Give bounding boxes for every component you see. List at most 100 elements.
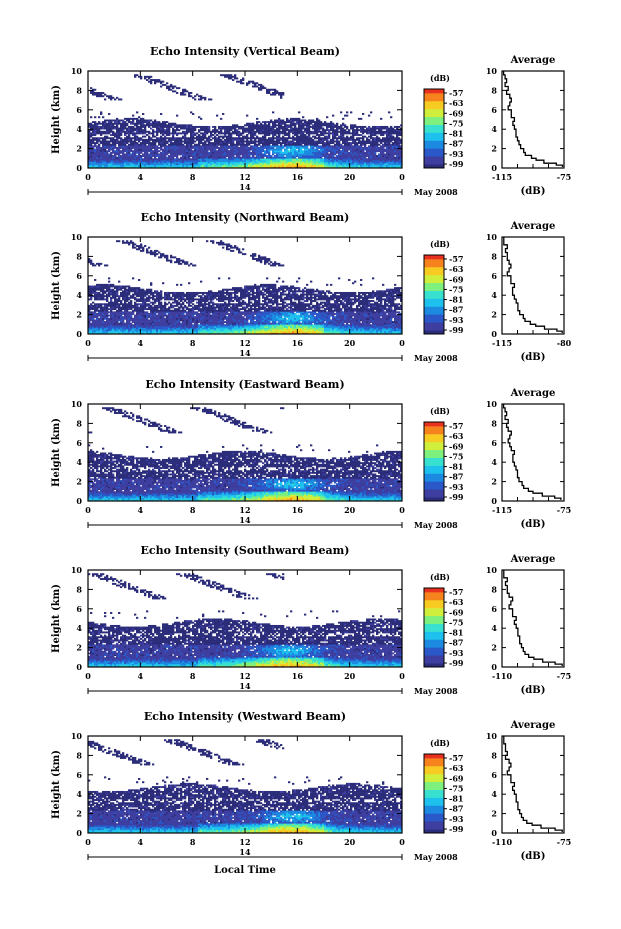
colorbar-tick-label: -99 [449, 658, 464, 668]
x-tick-label: 16 [292, 172, 304, 182]
average-x-tick-label: -110 [492, 837, 512, 847]
colorbar-tick-label: -81 [449, 295, 463, 305]
colorbar-tick-label: -81 [449, 628, 463, 638]
y-tick-label: 0 [76, 662, 82, 672]
y-tick-label: 8 [76, 418, 82, 428]
average-y-tick-label: 6 [491, 105, 497, 115]
colorbar-tick-label: -75 [449, 284, 463, 294]
x-tick-label: 12 [239, 505, 250, 515]
panel-title: Echo Intensity (Southward Beam) [141, 544, 350, 557]
y-axis-label: Height (km) [51, 251, 62, 320]
average-y-tick-label: 4 [491, 457, 497, 467]
average-y-tick-label: 4 [491, 623, 497, 633]
panel-title: Echo Intensity (Northward Beam) [141, 211, 350, 224]
colorbar-tick-label: -87 [449, 305, 463, 315]
y-tick-label: 6 [76, 604, 82, 614]
panel-3: Echo Intensity (Eastward Beam) 0 2 4 6 8 10 Hei… [51, 378, 571, 530]
average-profile-line [503, 736, 563, 832]
panel-title: Echo Intensity (Eastward Beam) [145, 378, 344, 391]
colorbar: -57-63-69-75-81-87-93-99 [423, 421, 464, 502]
average-y-tick-label: 0 [491, 329, 497, 339]
y-tick-label: 10 [71, 731, 83, 741]
average-y-tick-label: 2 [491, 809, 497, 819]
y-tick-label: 6 [76, 438, 82, 448]
x-tick-label: 12 [239, 837, 250, 847]
y-tick-label: 0 [76, 329, 82, 339]
average-x-tick-label: -75 [557, 837, 571, 847]
echo-heatmap [88, 739, 402, 833]
date-label: 14 [239, 182, 251, 192]
colorbar-tick-label: -87 [449, 804, 463, 814]
average-x-axis-label: (dB) [521, 685, 546, 696]
colorbar-tick-label: -75 [449, 783, 463, 793]
month-label: May 2008 [414, 187, 458, 197]
month-label: May 2008 [414, 852, 458, 862]
x-tick-label: 4 [138, 172, 144, 182]
colorbar-title: (dB) [430, 572, 450, 582]
colorbar-title: (dB) [430, 239, 450, 249]
colorbar-tick-label: -75 [449, 451, 463, 461]
colorbar-tick-label: -81 [449, 462, 463, 472]
y-tick-label: 10 [71, 232, 83, 242]
y-axis-label: Height (km) [51, 750, 62, 819]
x-tick-label: 8 [190, 172, 196, 182]
y-tick-label: 8 [76, 85, 82, 95]
average-y-tick-label: 4 [491, 290, 497, 300]
colorbar-tick-label: -57 [449, 753, 463, 763]
x-tick-label: 0 [399, 172, 405, 182]
average-x-axis-label: (dB) [521, 519, 546, 530]
colorbar-tick-label: -93 [449, 482, 464, 492]
date-label: 14 [239, 681, 251, 691]
y-tick-label: 2 [76, 144, 82, 154]
colorbar-tick-label: -69 [449, 108, 464, 118]
x-tick-label: 8 [190, 505, 196, 515]
colorbar-tick-label: -75 [449, 118, 463, 128]
colorbar-tick-label: -63 [449, 98, 464, 108]
average-profile: Average 0 2 4 6 8 10 -115 -75 (dB) [486, 388, 571, 530]
month-label: May 2008 [414, 353, 458, 363]
average-x-tick-label: -75 [557, 505, 571, 515]
average-title: Average [510, 221, 556, 232]
panel-5: Echo Intensity (Westward Beam) 0 2 4 6 8 10 Hei… [51, 710, 571, 876]
average-profile-line [503, 570, 563, 666]
colorbar-tick-label: -93 [449, 149, 464, 159]
average-y-tick-label: 10 [486, 399, 498, 409]
y-tick-label: 6 [76, 271, 82, 281]
average-profile: Average 0 2 4 6 8 10 -115 -75 (dB) [486, 55, 571, 197]
average-y-tick-label: 6 [491, 271, 497, 281]
average-y-tick-label: 10 [486, 232, 498, 242]
average-frame [501, 403, 565, 502]
y-tick-label: 0 [76, 496, 82, 506]
x-tick-label: 4 [138, 671, 144, 681]
average-y-tick-label: 8 [491, 584, 497, 594]
x-tick-label: 0 [399, 338, 405, 348]
x-tick-label: 12 [239, 172, 250, 182]
average-x-tick-label: -115 [492, 505, 512, 515]
colorbar-tick-label: -87 [449, 139, 463, 149]
y-tick-label: 4 [76, 623, 82, 633]
x-tick-label: 16 [292, 671, 304, 681]
average-y-tick-label: 8 [491, 85, 497, 95]
colorbar-title: (dB) [430, 406, 450, 416]
date-label: 14 [239, 348, 251, 358]
colorbar-tick-label: -81 [449, 794, 463, 804]
panel-title: Echo Intensity (Westward Beam) [144, 710, 346, 723]
x-tick-label: 8 [190, 671, 196, 681]
x-tick-label: 16 [292, 505, 304, 515]
x-tick-label: 20 [344, 505, 356, 515]
average-x-tick-label: -115 [492, 338, 512, 348]
y-tick-label: 10 [71, 66, 83, 76]
colorbar-frame [423, 88, 445, 169]
x-tick-label: 20 [344, 837, 356, 847]
average-x-axis-label: (dB) [521, 186, 546, 197]
y-tick-label: 4 [76, 290, 82, 300]
average-y-tick-label: 2 [491, 310, 497, 320]
colorbar-tick-label: -93 [449, 814, 464, 824]
average-profile-line [502, 404, 562, 500]
average-x-tick-label: -75 [557, 671, 571, 681]
colorbar-tick-label: -87 [449, 638, 463, 648]
colorbar-tick-label: -99 [449, 325, 464, 335]
colorbar-frame [423, 421, 445, 502]
y-axis-label: Height (km) [51, 85, 62, 154]
